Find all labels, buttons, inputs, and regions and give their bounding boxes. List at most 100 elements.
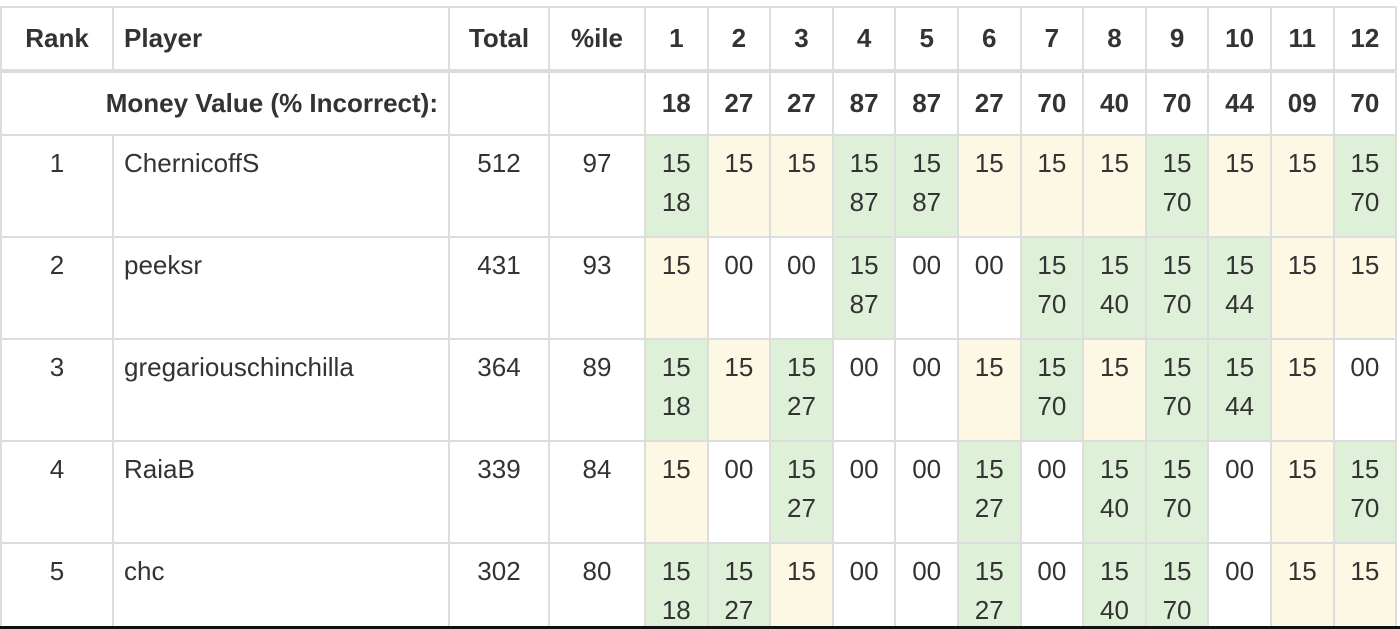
question-score-cell: 00: [894, 542, 959, 629]
question-header-7[interactable]: 7: [1019, 6, 1085, 73]
score-value: 15: [974, 352, 1004, 382]
total-cell: 302: [448, 542, 550, 629]
question-score-cell: 15: [706, 338, 772, 442]
question-score-cell: 15 27: [956, 440, 1022, 544]
question-score-cell: 15 87: [831, 236, 897, 340]
score-value: 00: [912, 556, 942, 586]
score-value: 00: [724, 250, 754, 280]
player-name-link[interactable]: RaiaB: [112, 440, 450, 544]
rank-cell: 2: [0, 236, 114, 340]
total-header[interactable]: Total: [448, 6, 550, 73]
bottom-divider: [0, 626, 1400, 629]
score-value: 15: [1099, 148, 1129, 178]
bonus-value: 27: [974, 493, 1004, 523]
score-value: 15: [1099, 556, 1129, 586]
bonus-value: 70: [1350, 493, 1380, 523]
question-header-5[interactable]: 5: [894, 6, 959, 73]
question-score-cell: 00: [894, 440, 959, 544]
question-header-8[interactable]: 8: [1082, 6, 1147, 73]
score-value: 15: [661, 556, 691, 586]
question-score-cell: 00: [1332, 338, 1398, 442]
score-value: 00: [912, 352, 942, 382]
bonus-value: 18: [661, 187, 691, 217]
question-header-9[interactable]: 9: [1144, 6, 1210, 73]
question-header-10[interactable]: 10: [1207, 6, 1272, 73]
score-value: 15: [1225, 250, 1255, 280]
score-value: 00: [1037, 556, 1067, 586]
question-score-cell: 15 40: [1082, 440, 1147, 544]
question-header-4[interactable]: 4: [831, 6, 897, 73]
money-value-2: 27: [706, 70, 772, 136]
money-value-12: 70: [1332, 70, 1398, 136]
bonus-value: 70: [1162, 187, 1192, 217]
question-header-1[interactable]: 1: [644, 6, 709, 73]
question-score-cell: 15 44: [1207, 338, 1272, 442]
score-value: 15: [724, 148, 754, 178]
money-value-1: 18: [644, 70, 709, 136]
question-score-cell: 00: [831, 338, 897, 442]
money-value-5: 87: [894, 70, 959, 136]
question-score-cell: 15 70: [1144, 134, 1210, 238]
bonus-value: 70: [1162, 493, 1192, 523]
score-value: 15: [974, 556, 1004, 586]
question-score-cell: 15: [1019, 134, 1085, 238]
score-value: 15: [1162, 556, 1192, 586]
percentile-header[interactable]: %ile: [548, 6, 646, 73]
question-header-3[interactable]: 3: [769, 6, 834, 73]
question-header-12[interactable]: 12: [1332, 6, 1398, 73]
question-score-cell: 15: [1269, 440, 1335, 544]
score-value: 00: [787, 250, 816, 280]
score-value: 15: [661, 148, 691, 178]
scoreboard-table: Rank Player Total %ile 1 2 3 4 5 6 7 8 9…: [0, 6, 1398, 629]
player-name-link[interactable]: gregariouschinchilla: [112, 338, 450, 442]
player-header[interactable]: Player: [112, 6, 450, 73]
question-header-2[interactable]: 2: [706, 6, 772, 73]
question-score-cell: 15: [956, 134, 1022, 238]
question-header-11[interactable]: 11: [1269, 6, 1335, 73]
score-value: 00: [724, 454, 754, 484]
rank-header[interactable]: Rank: [0, 6, 114, 73]
player-name-link[interactable]: chc: [112, 542, 450, 629]
score-value: 15: [1225, 352, 1255, 382]
score-value: 15: [974, 454, 1004, 484]
score-value: 15: [1287, 556, 1317, 586]
rank-cell: 4: [0, 440, 114, 544]
player-name-link[interactable]: peeksr: [112, 236, 450, 340]
bonus-value: 87: [912, 187, 942, 217]
question-score-cell: 15 40: [1082, 542, 1147, 629]
score-value: 15: [1099, 352, 1129, 382]
player-name-link[interactable]: ChernicoffS: [112, 134, 450, 238]
question-score-cell: 00: [831, 440, 897, 544]
question-score-cell: 15: [706, 134, 772, 238]
question-score-cell: 15 70: [1144, 236, 1210, 340]
question-score-cell: 15 70: [1144, 440, 1210, 544]
money-value-3: 27: [769, 70, 834, 136]
question-score-cell: 15: [1207, 134, 1272, 238]
percentile-cell: 93: [548, 236, 646, 340]
question-score-cell: 15 18: [644, 134, 709, 238]
question-score-cell: 00: [1019, 440, 1085, 544]
percentile-cell: 84: [548, 440, 646, 544]
question-score-cell: 00: [831, 542, 897, 629]
question-score-cell: 15 27: [956, 542, 1022, 629]
score-value: 15: [1037, 250, 1067, 280]
rank-cell: 5: [0, 542, 114, 629]
question-score-cell: 00: [706, 440, 772, 544]
question-score-cell: 15: [644, 440, 709, 544]
question-score-cell: 15 70: [1019, 236, 1085, 340]
score-value: 00: [849, 454, 879, 484]
bonus-value: 44: [1225, 391, 1255, 421]
bonus-value: 40: [1099, 289, 1129, 319]
score-value: 00: [1225, 454, 1255, 484]
question-score-cell: 15: [956, 338, 1022, 442]
rank-cell: 1: [0, 134, 114, 238]
score-value: 15: [974, 148, 1004, 178]
score-value: 15: [849, 148, 879, 178]
total-cell: 431: [448, 236, 550, 340]
question-score-cell: 15: [1082, 338, 1147, 442]
score-value: 15: [1162, 352, 1192, 382]
money-value-4: 87: [831, 70, 897, 136]
score-value: 15: [1350, 454, 1380, 484]
question-header-6[interactable]: 6: [956, 6, 1022, 73]
